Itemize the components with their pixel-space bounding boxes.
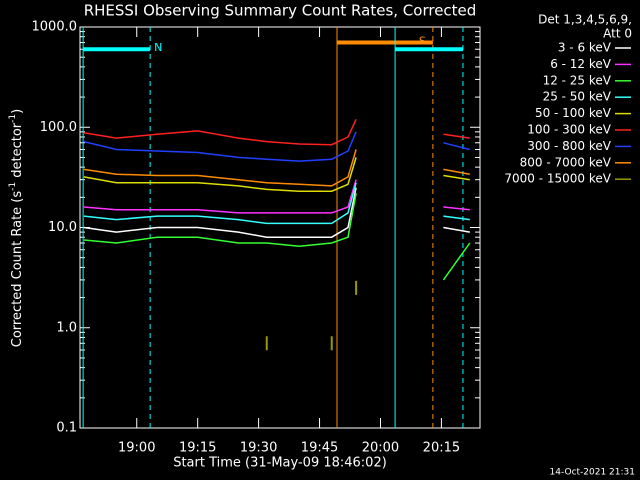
y-label-part: detector [10, 122, 25, 182]
x-tick-label: 20:00 [362, 441, 399, 456]
legend-label: 50 - 100 keV [535, 106, 612, 120]
x-tick-label: 20:15 [423, 441, 460, 456]
legend-label: 300 - 800 keV [527, 139, 611, 153]
x-tick-label: 19:15 [179, 441, 216, 456]
legend-label: 800 - 7000 keV [520, 155, 612, 169]
legend-label: 6 - 12 keV [550, 57, 612, 71]
y-tick-label: 100.0 [40, 120, 77, 135]
x-tick-label: 19:00 [118, 441, 155, 456]
data-point [355, 280, 358, 295]
y-tick-label: 1.0 [56, 320, 77, 335]
y-tick-label: 0.1 [56, 421, 77, 436]
flag-label: N [154, 41, 162, 54]
series-line [83, 179, 470, 214]
x-tick-label: 19:45 [301, 441, 338, 456]
legend-label: 7000 - 15000 keV [504, 172, 611, 186]
plot-frame [79, 26, 481, 429]
y-tick-label: 10.0 [48, 220, 77, 235]
data-point [265, 336, 268, 351]
series-line [83, 182, 470, 225]
series-line [83, 131, 470, 162]
y-axis-label: Corrected Count Rate (s-1 detector-1) [8, 109, 25, 347]
legend-label: 100 - 300 keV [527, 123, 611, 137]
series-line [83, 149, 470, 187]
y-label-part: Corrected Count Rate (s [10, 191, 25, 348]
y-label-part: -1 [8, 182, 18, 191]
legend-header: Det 1,3,4,5,6,9, [538, 13, 632, 27]
y-tick-label: 1000.0 [32, 20, 78, 35]
legend-label: 3 - 6 keV [558, 41, 612, 55]
y-label-part: -1 [8, 114, 18, 123]
legend-header: Att 0 [603, 27, 632, 41]
legend-label: 25 - 50 keV [543, 90, 612, 104]
series-line [83, 193, 471, 281]
series-line [83, 187, 470, 238]
series-line [83, 157, 470, 192]
x-tick-label: 19:30 [240, 441, 277, 456]
x-axis-label: Start Time (31-May-09 18:46:02) [173, 456, 387, 471]
series-line [83, 118, 470, 146]
legend-label: 12 - 25 keV [543, 73, 612, 87]
y-label-part: ) [10, 109, 25, 114]
footer-date: 14-Oct-2021 21:31 [550, 468, 635, 478]
data-point [330, 336, 333, 351]
chart-title: RHESSI Observing Summary Count Rates, Co… [84, 2, 477, 20]
flag-label: S [419, 35, 426, 48]
